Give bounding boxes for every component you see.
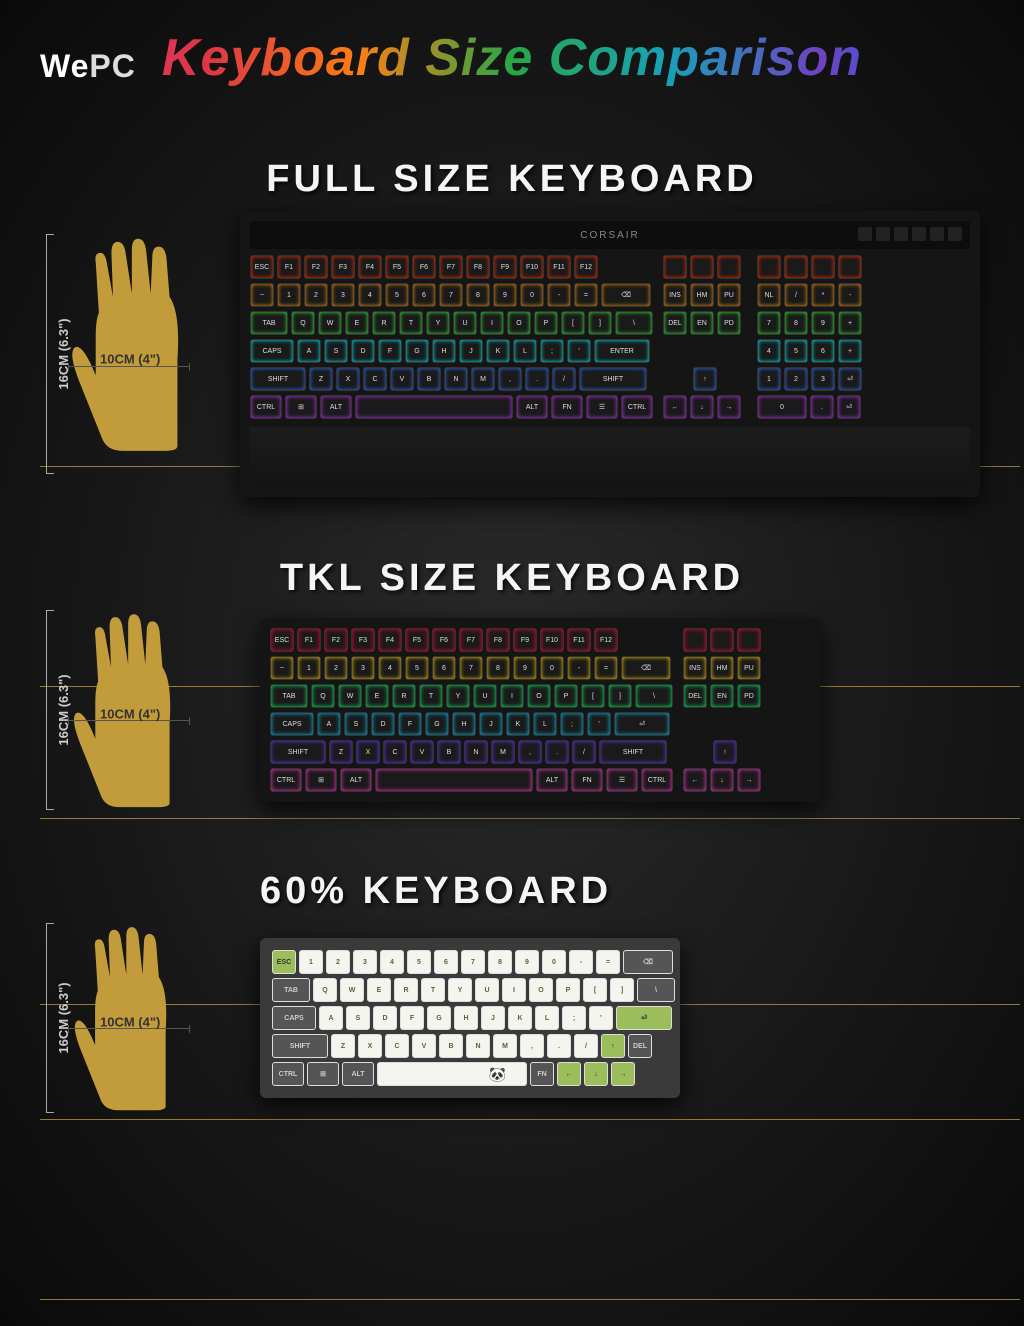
media-keys <box>858 227 962 241</box>
height-bracket <box>46 610 54 810</box>
keyboard-tkl: ESCF1F2F3F4F5F6F7F8F9F10F11F12 ~12345678… <box>260 618 820 802</box>
hand-measure-full: 16CM (6.3") 10CM (4") <box>40 234 240 474</box>
height-bracket <box>46 923 54 1113</box>
nav-cluster: INSHMPU DELENPD ↑ ←↓→ <box>683 628 767 792</box>
hand-measure-tkl: 16CM (6.3") 10CM (4") <box>40 610 240 810</box>
width-bracket <box>68 366 190 374</box>
height-label: 16CM (6.3") <box>56 982 71 1053</box>
main-cluster: ESCF1F2F3F4F5F6F7F8F9F10F11F12 ~12345678… <box>270 628 673 792</box>
keyboard-full: CORSAIR ESCF1F2F3F4F5F6F7F8F9F10F11F12 ~… <box>240 211 980 497</box>
section-60: 60% KEYBOARD 16CM (6.3") 10CM (4") ESC12… <box>40 870 984 1113</box>
hand-icon <box>66 234 226 454</box>
wrist-rest <box>250 427 970 487</box>
logo-pc: PC <box>89 48 135 84</box>
keyboard-topbar: CORSAIR <box>250 221 970 249</box>
section-tkl: TKL SIZE KEYBOARD 16CM (6.3") 10CM (4") … <box>40 557 984 810</box>
section-title-60: 60% KEYBOARD <box>260 870 984 913</box>
section-full: FULL SIZE KEYBOARD 16CM (6.3") 10CM (4")… <box>40 158 984 497</box>
width-label: 10CM (4") <box>100 1014 160 1029</box>
height-label: 16CM (6.3") <box>56 318 71 389</box>
numpad-cluster: NL/*- 789+ 456+ 123⏎ 0.⏎ <box>757 255 862 419</box>
section-title-tkl: TKL SIZE KEYBOARD <box>40 557 984 600</box>
keyboard-60: ESC1234567890-=⌫ TABQWERTYUIOP[]\ CAPSAS… <box>260 938 680 1098</box>
section-title-full: FULL SIZE KEYBOARD <box>40 158 984 201</box>
page-title: Keyboard Size Comparison <box>0 28 1024 88</box>
brand-label: CORSAIR <box>580 230 640 241</box>
hand-measure-60: 16CM (6.3") 10CM (4") <box>40 923 240 1113</box>
logo-we: We <box>40 48 89 84</box>
nav-cluster: INSHMPU DELENPD ↑ ←↓→ <box>663 255 747 419</box>
main-cluster: ESC1234567890-=⌫ TABQWERTYUIOP[]\ CAPSAS… <box>272 950 668 1086</box>
width-label: 10CM (4") <box>100 351 160 366</box>
main-cluster: ESCF1F2F3F4F5F6F7F8F9F10F11F12 ~12345678… <box>250 255 653 419</box>
logo: WePC <box>40 48 136 85</box>
width-label: 10CM (4") <box>100 707 160 722</box>
height-bracket <box>46 234 54 474</box>
height-label: 16CM (6.3") <box>56 674 71 745</box>
